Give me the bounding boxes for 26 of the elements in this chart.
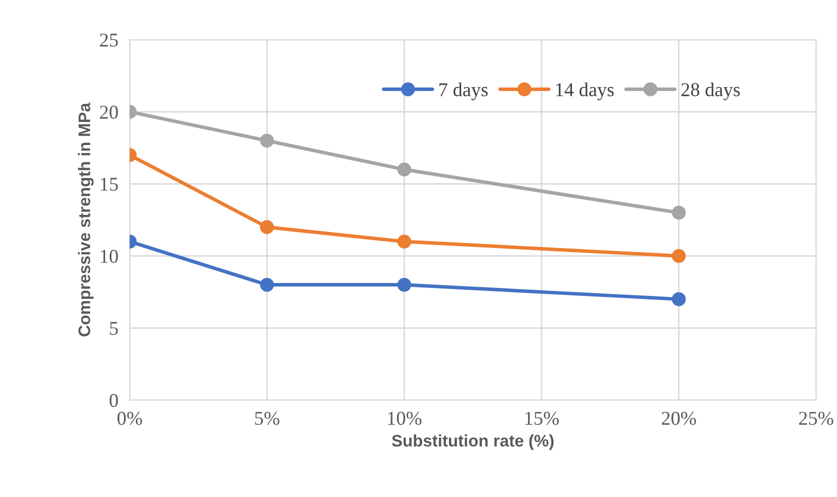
y-tick-label: 25 (100, 34, 118, 47)
point (672, 206, 686, 220)
x-tick-label: 5% (255, 412, 280, 425)
x-tick-label: 20% (662, 412, 696, 425)
x-axis-title: Substitution rate (%) (392, 434, 554, 450)
x-tick-label: 15% (525, 412, 559, 425)
legend-label: 28 days (681, 82, 740, 100)
point (260, 134, 274, 148)
y-tick-label: 20 (100, 106, 118, 119)
y-tick-label: 5 (110, 322, 118, 335)
x-tick-label: 0% (118, 412, 142, 425)
point (397, 162, 412, 176)
y-tick-label: 10 (100, 250, 118, 263)
legend-label: 14 days (556, 82, 614, 100)
point (672, 292, 686, 306)
point (260, 278, 274, 292)
y-tick-label: 15 (100, 178, 118, 191)
point (672, 249, 686, 263)
point (397, 278, 412, 292)
point (260, 220, 274, 234)
legend-label: 7 days (439, 82, 488, 100)
y-tick-label: 0 (110, 394, 118, 408)
y-axis-title: Compressive strength in MPa (78, 102, 94, 336)
point (397, 234, 412, 248)
x-tick-label: 25% (799, 412, 834, 425)
x-tick-label: 10% (388, 412, 422, 425)
